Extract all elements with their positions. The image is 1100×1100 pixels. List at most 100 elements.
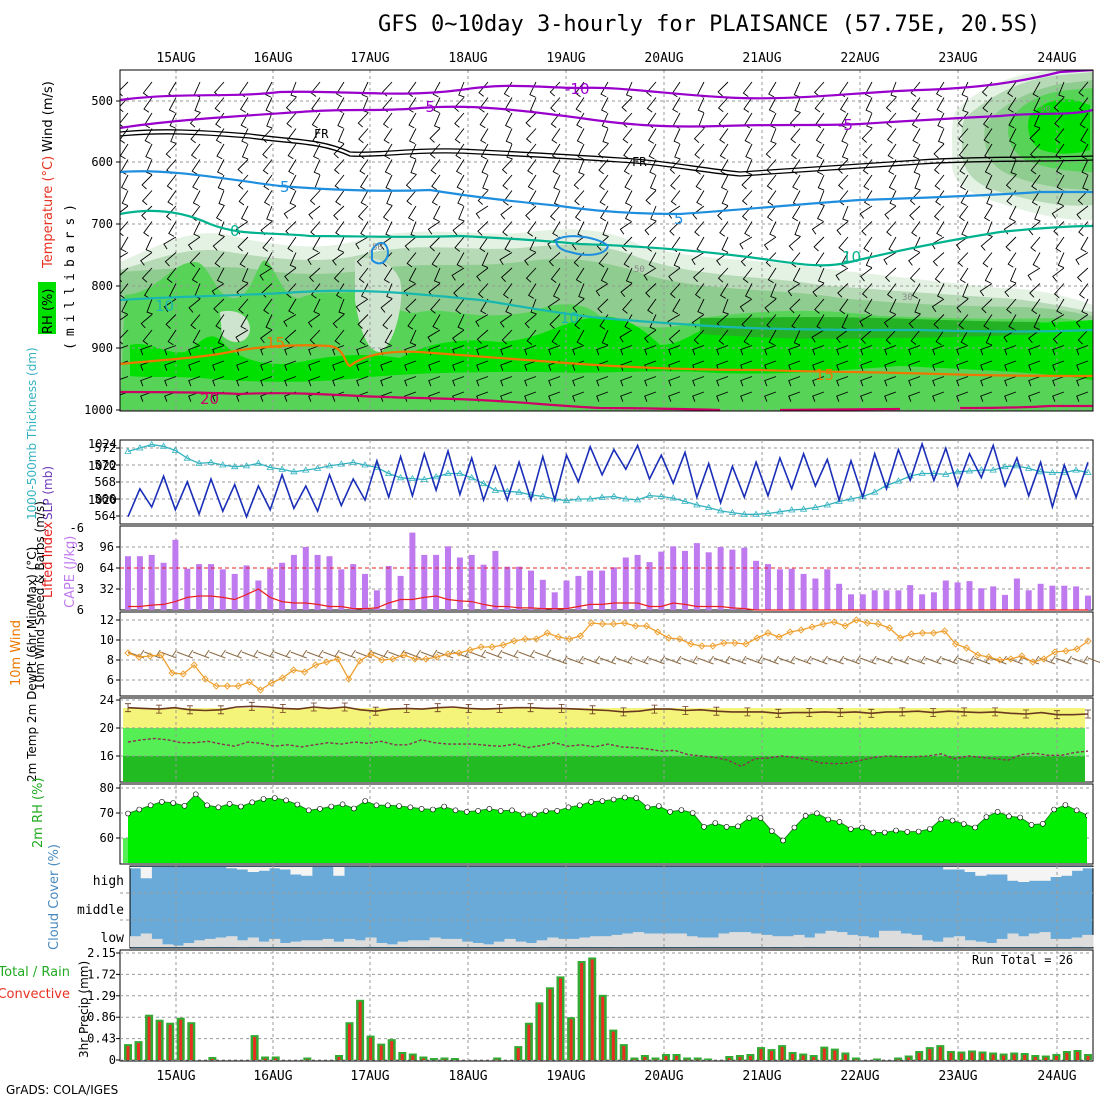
wind-speed-marker: [885, 624, 894, 632]
precip-convective-bar: [907, 1057, 911, 1060]
wind-barb: [619, 221, 633, 235]
wind-speed-marker: [1084, 637, 1092, 645]
wind-barb: [168, 97, 177, 114]
wind-barb: [601, 329, 609, 346]
precip-convective-bar: [263, 1058, 267, 1060]
wind-barb: [983, 128, 993, 144]
wind-barb: [644, 345, 657, 356]
wind10m-barb: [681, 655, 698, 665]
wind-barb: [404, 391, 417, 402]
rh-marker: [159, 798, 165, 805]
rh-marker: [226, 800, 233, 807]
wind10m-barb: [908, 655, 926, 665]
wind-barb: [481, 159, 489, 176]
wind-barb: [888, 159, 897, 175]
wind-barb: [645, 190, 657, 205]
wind-barb: [1055, 159, 1065, 175]
precip-convective-bar: [981, 1053, 984, 1060]
wind-barb: [500, 391, 513, 402]
precip-convective-bar: [917, 1053, 921, 1060]
thickness-marker: [539, 492, 547, 499]
wind-barb: [482, 174, 489, 191]
wind-barb: [1032, 81, 1041, 98]
wind-barb: [307, 252, 321, 266]
cape-bar: [279, 562, 286, 611]
side-label-rh: RH (%): [41, 289, 56, 334]
wind-barb: [813, 236, 825, 252]
rh-marker: [486, 805, 493, 812]
wind-barb: [140, 391, 153, 402]
cape-bar: [196, 564, 203, 610]
upper-air-grid: [120, 70, 1093, 411]
wind-barb: [287, 143, 297, 160]
wind-barb: [164, 391, 177, 402]
wind-barb: [860, 391, 873, 402]
cloud-low-bar: [440, 938, 452, 947]
wind-barb: [984, 267, 993, 284]
rh-marker: [1051, 806, 1057, 813]
wind10m-y-ticks: 12 10 8 6: [100, 613, 120, 687]
wind-barb: [477, 190, 489, 205]
wind-barb: [765, 143, 777, 159]
temp-minmax-bar: [620, 707, 627, 717]
thickness-marker: [704, 503, 713, 510]
wind-barb: [649, 174, 657, 191]
rh-marker: [949, 817, 956, 824]
cape-bars: [125, 532, 1091, 611]
thickness-marker: [444, 469, 452, 476]
wind-barb: [623, 252, 633, 268]
wind-speed-marker: [334, 655, 342, 663]
precip-convective-bar: [210, 1059, 214, 1060]
wind-barb: [884, 360, 897, 371]
wind-barb: [332, 376, 345, 387]
temp-minmax-bar: [744, 707, 751, 717]
wind-barb: [670, 174, 681, 190]
wind-speed-marker: [598, 620, 607, 628]
y-tick-label: 572: [94, 441, 116, 455]
wind-barb: [455, 143, 465, 160]
cape-bar: [136, 556, 143, 610]
wind-barb: [768, 81, 777, 98]
wind-barb: [456, 252, 465, 268]
wind-barb: [886, 221, 897, 237]
wind-barb: [237, 159, 249, 174]
wind-barb: [600, 267, 609, 284]
wind-barb: [719, 221, 729, 237]
slp-thickness-panel: 572 570 568 566 564 1024 1022 1020 1000-500mb T…: [25, 347, 1094, 525]
side-label-millibars: (millibars): [63, 198, 78, 350]
cloud-low-bar: [451, 938, 463, 947]
lifted-line: [128, 588, 1088, 611]
thickness-marker: [219, 461, 227, 468]
wind-barb: [866, 112, 873, 129]
cloud-low-bar: [140, 933, 152, 947]
wind-barb: [404, 360, 417, 371]
cape-bar: [883, 590, 890, 610]
precip-convective-bar: [1033, 1057, 1037, 1060]
wind-barb: [886, 112, 897, 128]
temp-minmax-bar: [186, 705, 193, 715]
temp-minmax-bar: [558, 704, 565, 713]
wind-speed-marker: [609, 620, 618, 628]
wind-speed-marker: [245, 678, 254, 686]
cloud-low-bar: [804, 937, 816, 947]
thickness-marker: [681, 497, 689, 504]
wind-speed-marker: [1029, 658, 1037, 666]
wind-barb: [337, 236, 345, 253]
temp-contour-5-loop-2: [554, 235, 610, 256]
precip-convective-bar: [590, 959, 594, 1060]
wind-barb: [908, 391, 921, 402]
wind-barb: [311, 112, 321, 129]
wind-barb: [549, 205, 561, 221]
cloud-level-label: high: [93, 874, 124, 889]
y-tick-label: 568: [94, 475, 116, 489]
wind-barb: [719, 143, 729, 160]
cloud-low-bar: [953, 936, 966, 947]
wind-barb: [596, 391, 609, 402]
wind-barb: [288, 298, 297, 315]
wind-barb: [120, 345, 129, 349]
thickness-marker: [266, 463, 274, 470]
y-tick-label: 6: [107, 673, 114, 687]
cloud-low-bar: [461, 941, 473, 947]
wind-barb: [574, 190, 585, 206]
wind-barb: [722, 298, 729, 315]
